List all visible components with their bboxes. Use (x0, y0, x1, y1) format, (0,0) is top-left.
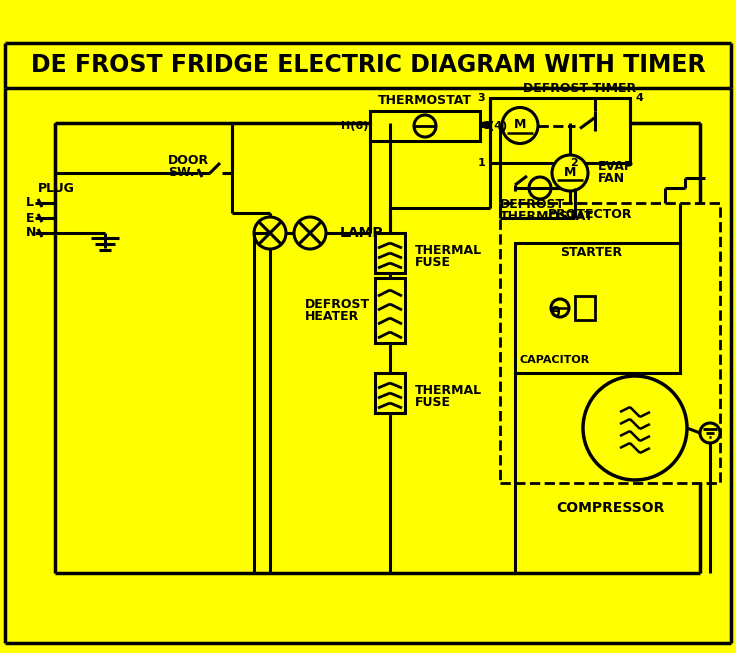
Text: CAPACITOR: CAPACITOR (520, 355, 590, 365)
Text: COMPRESSOR: COMPRESSOR (556, 501, 664, 515)
Text: THERMAL: THERMAL (415, 383, 482, 396)
Text: STARTER: STARTER (560, 246, 622, 259)
Circle shape (294, 217, 326, 249)
Bar (375, 233, 405, 273)
Circle shape (254, 217, 286, 249)
Text: C(4): C(4) (482, 121, 509, 131)
Circle shape (700, 423, 720, 443)
Text: L: L (26, 197, 34, 210)
Text: DEFROST TIMER: DEFROST TIMER (523, 82, 637, 95)
Bar (500, 203, 720, 483)
Bar (375, 373, 405, 413)
Text: DOOR: DOOR (168, 155, 209, 168)
Circle shape (529, 177, 551, 199)
Text: LAMP: LAMP (340, 226, 383, 240)
Text: M: M (564, 165, 576, 178)
Text: FAN: FAN (598, 172, 625, 185)
Text: SW.: SW. (168, 167, 194, 180)
Text: DEFROST: DEFROST (500, 199, 565, 212)
Text: PROTECTOR: PROTECTOR (548, 208, 632, 221)
Text: FUSE: FUSE (415, 396, 451, 409)
Text: M: M (514, 118, 526, 131)
Text: PLUG: PLUG (38, 182, 75, 195)
Bar (515, 243, 680, 373)
Circle shape (552, 155, 588, 191)
Bar (575, 296, 595, 320)
Text: H(6): H(6) (341, 121, 368, 131)
Text: DE FROST FRIDGE ELECTRIC DIAGRAM WITH TIMER: DE FROST FRIDGE ELECTRIC DIAGRAM WITH TI… (31, 53, 705, 77)
Text: HEATER: HEATER (305, 310, 359, 323)
Text: THERMOSTAT: THERMOSTAT (500, 210, 594, 223)
Text: 4: 4 (635, 93, 643, 103)
Text: FUSE: FUSE (415, 255, 451, 268)
Text: DEFROST: DEFROST (305, 298, 370, 311)
Text: 1: 1 (477, 158, 485, 168)
Bar (370, 111, 480, 141)
Circle shape (414, 115, 436, 137)
Text: THERMOSTAT: THERMOSTAT (378, 95, 472, 108)
Text: THERMAL: THERMAL (415, 244, 482, 257)
Circle shape (502, 108, 538, 144)
Circle shape (583, 376, 687, 480)
Circle shape (551, 299, 569, 317)
Bar (375, 278, 405, 343)
Bar (490, 98, 630, 163)
Text: 3: 3 (478, 93, 485, 103)
Text: 2: 2 (570, 158, 578, 168)
Text: N: N (26, 227, 36, 240)
Text: E: E (26, 212, 35, 225)
Text: θ: θ (551, 306, 560, 320)
Text: EVAP: EVAP (598, 159, 634, 172)
